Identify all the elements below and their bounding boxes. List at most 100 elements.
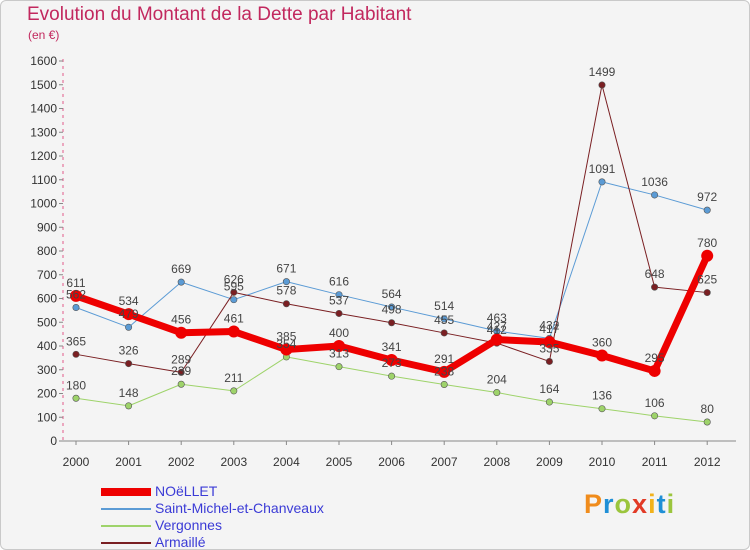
legend-swatch: [101, 508, 151, 510]
data-point: [333, 340, 345, 352]
data-label: 211: [224, 371, 243, 385]
data-point: [440, 380, 448, 388]
data-label: 335: [539, 341, 559, 355]
y-tick-label: 1300: [30, 125, 57, 139]
data-label: 514: [434, 299, 454, 313]
data-point: [175, 326, 188, 339]
data-point: [651, 412, 659, 420]
x-tick-label: 2010: [589, 455, 616, 469]
data-point: [490, 333, 503, 346]
legend-label: NOëLLET: [155, 483, 218, 499]
data-point: [72, 394, 80, 402]
data-point: [438, 365, 451, 378]
data-point: [125, 402, 133, 410]
legend-label: Armaillé: [155, 534, 206, 550]
data-label: 341: [382, 340, 402, 354]
y-tick-label: 1000: [30, 197, 57, 211]
data-point: [227, 325, 240, 338]
data-point: [282, 300, 290, 308]
data-point: [125, 323, 133, 331]
data-label: 625: [697, 273, 717, 287]
y-tick-label: 1500: [30, 78, 57, 92]
data-label: 427: [487, 320, 507, 334]
data-label: 365: [66, 334, 86, 348]
data-label: 671: [276, 262, 296, 276]
data-point: [72, 350, 80, 358]
data-label: 432: [539, 318, 559, 332]
data-label: 80: [701, 402, 715, 416]
x-tick-label: 2003: [220, 455, 247, 469]
data-point: [388, 319, 396, 327]
data-label: 463: [487, 311, 507, 325]
data-point: [125, 360, 133, 368]
legend-label: Saint-Michel-et-Chanveaux: [155, 500, 324, 516]
y-tick-label: 300: [37, 363, 57, 377]
series-layer: [70, 81, 714, 426]
logo-letter: i: [648, 489, 657, 519]
data-label: 291: [434, 352, 454, 366]
data-label: 412: [487, 323, 507, 337]
data-label: 669: [171, 262, 191, 276]
legend-label: Vergonnes: [155, 517, 222, 533]
y-tick-label: 200: [37, 387, 57, 401]
data-label: 164: [539, 382, 559, 396]
data-label: 562: [66, 288, 86, 302]
x-tick-label: 2004: [273, 455, 300, 469]
x-tick-label: 2008: [483, 455, 510, 469]
y-tick-label: 600: [37, 292, 57, 306]
data-point: [230, 387, 238, 395]
data-point: [493, 389, 501, 397]
data-point: [598, 405, 606, 413]
data-label: 611: [66, 276, 85, 290]
x-tick-label: 2000: [63, 455, 90, 469]
x-tick-label: 2005: [326, 455, 353, 469]
logo-letter: P: [584, 489, 604, 519]
data-point: [545, 357, 553, 365]
data-point: [280, 343, 293, 356]
data-point: [440, 315, 448, 323]
data-label: 780: [697, 236, 717, 250]
legend-swatch: [101, 542, 151, 544]
y-tick-label: 0: [50, 434, 57, 448]
data-label: 273: [382, 356, 402, 370]
data-point: [72, 304, 80, 312]
data-point: [122, 308, 135, 321]
data-point: [177, 368, 185, 376]
data-point: [70, 289, 82, 302]
logo-letter: t: [656, 489, 667, 519]
chart-title: Evolution du Montant de la Dette par Hab…: [27, 4, 412, 25]
x-tick-label: 2006: [378, 455, 405, 469]
x-tick-label: 2002: [168, 455, 195, 469]
data-point: [385, 354, 398, 367]
data-label: 360: [592, 336, 612, 350]
logo-letter: r: [603, 489, 615, 519]
data-point: [282, 278, 290, 286]
logo-letter: i: [666, 489, 676, 519]
data-point: [543, 335, 556, 348]
logo-letter: o: [614, 489, 633, 519]
data-label: 326: [119, 344, 139, 358]
data-label: 461: [224, 312, 244, 326]
data-label: 578: [276, 284, 296, 298]
data-point: [598, 81, 606, 89]
x-tick-label: 2001: [115, 455, 142, 469]
data-point: [651, 191, 659, 199]
data-label: 616: [329, 275, 349, 289]
series-0: [72, 178, 711, 342]
data-label: 564: [382, 287, 402, 301]
data-point: [703, 206, 711, 214]
data-point: [440, 329, 448, 337]
data-label: 385: [276, 330, 296, 344]
data-point: [701, 249, 714, 262]
data-label: 417: [539, 322, 559, 336]
data-label: 595: [224, 280, 244, 294]
axes: 0 100 200 300 400 500 600 700 800 900 1000 1100 1200…: [30, 54, 736, 469]
data-label: 148: [119, 386, 139, 400]
data-label: 456: [171, 313, 191, 327]
data-label: 534: [119, 294, 139, 308]
y-tick-label: 400: [37, 339, 57, 353]
y-tick-label: 900: [37, 220, 57, 234]
y-tick-label: 1600: [30, 54, 57, 68]
data-label: 648: [645, 267, 665, 281]
